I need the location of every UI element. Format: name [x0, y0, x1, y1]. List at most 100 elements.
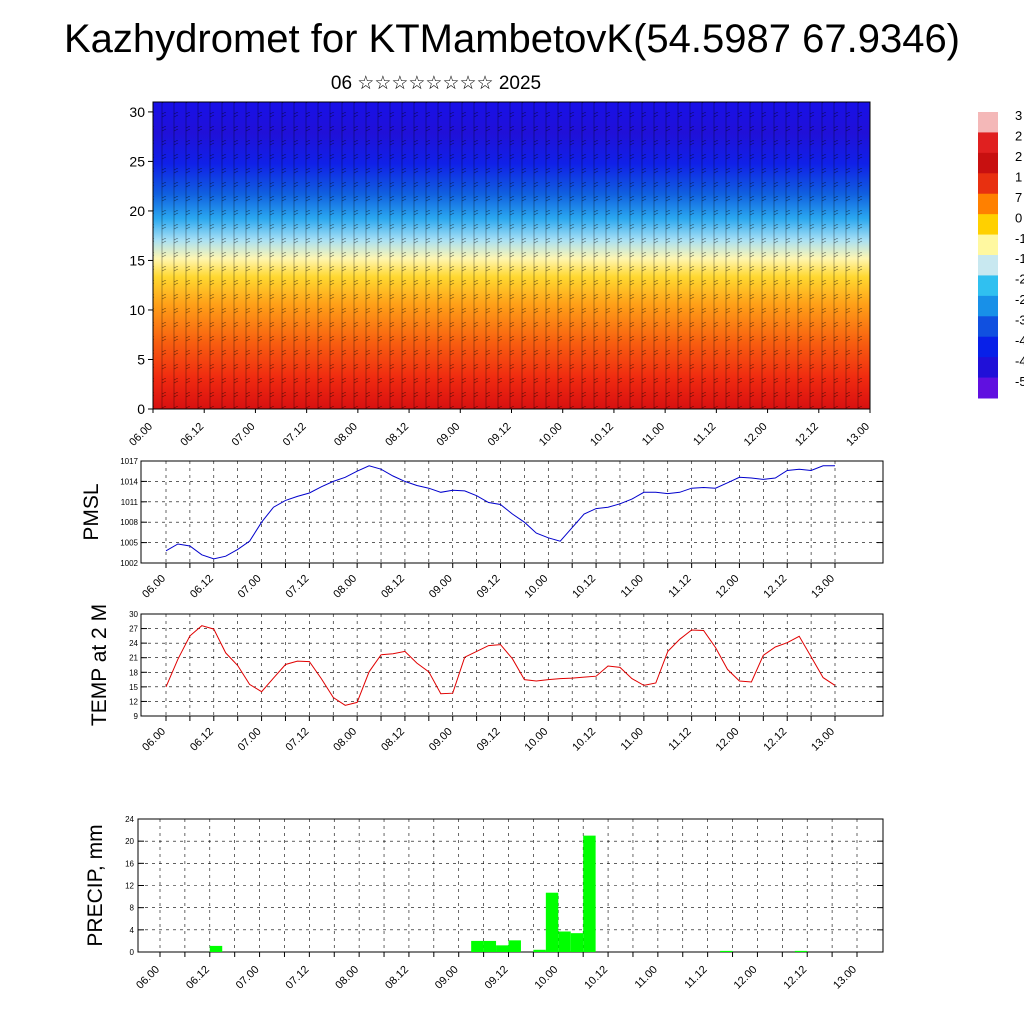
colorbar-swatch — [978, 234, 998, 256]
pmsl-xtick-label: 08.12 — [379, 573, 407, 601]
precip-xtick-label: 12.00 — [732, 964, 760, 992]
precip-bar — [558, 931, 571, 952]
heatmap-xtick-label: 10.12 — [588, 421, 616, 449]
precip-xtick-label: 09.12 — [483, 964, 511, 992]
precip-bar — [471, 940, 484, 952]
temp2m-xtick-label: 12.12 — [761, 726, 789, 754]
colorbar-label: -1 — [1015, 231, 1024, 246]
temp2m-xtick-label: 06.00 — [140, 726, 168, 754]
precip-ytick-label: 20 — [125, 837, 134, 846]
colorbar-label: -4 — [1015, 354, 1024, 369]
temp2m-xtick-label: 06.12 — [188, 726, 216, 754]
colorbar-label: 3 — [1015, 108, 1022, 123]
temp2m-xtick-label: 07.12 — [284, 726, 312, 754]
heatmap-xtick-label: 09.00 — [434, 421, 462, 449]
precip-bar — [570, 933, 584, 952]
heatmap-xtick-label: 09.12 — [486, 421, 514, 449]
colorbar-label: -4 — [1015, 333, 1024, 348]
chart-subtitle: 06 ☆☆☆☆☆☆☆☆ 2025 — [330, 73, 542, 94]
precip-xtick-label: 09.00 — [433, 964, 461, 992]
temp2m-xtick-label: 11.12 — [666, 726, 693, 753]
colorbar-swatch — [978, 295, 998, 317]
precip-xtick-label: 11.12 — [682, 964, 709, 991]
precip-bar — [496, 945, 509, 952]
temp2m-xtick-label: 08.00 — [331, 726, 359, 754]
pmsl-xtick-label: 12.00 — [714, 573, 742, 601]
precip-bar — [483, 940, 497, 952]
pmsl-xtick-label: 13.00 — [809, 573, 837, 601]
temp2m-xtick-label: 07.00 — [236, 726, 264, 754]
precipitation-panel: 0 4 8 12 16 20 24 06.00 06.12 07.00 07.12 08.00 08.1… — [84, 815, 884, 992]
precip-xtick-label: 10.12 — [582, 964, 610, 992]
temp2m-xtick-label: 08.12 — [379, 726, 407, 754]
colorbar-label: -5 — [1015, 374, 1024, 389]
precip-ytick-label: 16 — [125, 859, 134, 868]
pmsl-ytick-label: 1011 — [121, 498, 139, 507]
temperature-panel: 9 12 15 18 21 24 27 30 06.00 06.12 07.00 07.12 08.00… — [88, 604, 884, 754]
colorbar-label: -3 — [1015, 313, 1024, 328]
heatmap-xtick-label: 11.00 — [640, 421, 667, 448]
precip-ytick-label: 12 — [125, 882, 134, 891]
heatmap-xtick-label: 12.12 — [793, 421, 821, 449]
temp2m-series-line — [165, 625, 836, 706]
precip-bar — [508, 940, 521, 952]
heatmap-xtick-label: 08.00 — [332, 421, 360, 449]
colorbar: 3 2 2 1 7 0 -1 -1 -2 -2 -3 -4 -4 -5 — [978, 108, 1024, 399]
precip-ytick-label: 8 — [130, 904, 135, 913]
colorbar-label: -1 — [1015, 251, 1024, 266]
heatmap-xtick-label: 06.00 — [127, 421, 155, 449]
wind-barbs-overlay — [153, 102, 870, 409]
precip-ylabel: PRECIP, mm — [84, 824, 107, 946]
colorbar-swatch — [978, 316, 998, 338]
precip-ytick-label: 0 — [130, 948, 135, 957]
pmsl-xtick-label: 11.00 — [619, 573, 646, 600]
colorbar-swatch — [978, 336, 998, 358]
temp2m-ytick-label: 12 — [129, 697, 138, 706]
pmsl-xtick-label: 10.12 — [570, 573, 598, 601]
precip-xtick-label: 07.12 — [284, 964, 312, 992]
pmsl-ylabel: PMSL — [80, 483, 103, 540]
colorbar-label: 2 — [1015, 149, 1022, 164]
pmsl-ytick-label: 1002 — [120, 559, 138, 568]
precip-ytick-label: 24 — [125, 815, 134, 824]
precip-bar — [720, 950, 733, 952]
temp2m-xtick-label: 09.12 — [475, 726, 503, 754]
pmsl-panel: 1002 1005 1008 1011 1014 1017 06.00 06.12 07.00 0… — [80, 457, 884, 601]
temp2m-ytick-label: 27 — [129, 625, 138, 634]
temp2m-xtick-label: 10.12 — [570, 726, 598, 754]
precip-bar — [583, 835, 596, 952]
pmsl-series-line — [165, 465, 835, 560]
colorbar-swatch — [978, 112, 998, 133]
colorbar-label: 7 — [1015, 190, 1022, 205]
heatmap-xtick-label: 06.12 — [178, 421, 206, 449]
heatmap-xtick-label: 13.00 — [844, 421, 872, 449]
heatmap-ytick-label: 0 — [137, 401, 145, 417]
temp2m-ytick-label: 9 — [134, 712, 139, 721]
temp2m-ytick-label: 30 — [129, 610, 138, 619]
heatmap-xtick-label: 11.12 — [691, 421, 718, 448]
precip-xtick-label: 11.00 — [633, 964, 660, 991]
colorbar-label: -2 — [1015, 292, 1024, 307]
pmsl-xtick-label: 08.00 — [331, 573, 359, 601]
heatmap-xtick-label: 07.12 — [281, 421, 309, 449]
heatmap-ytick-label: 10 — [129, 302, 145, 318]
precip-xtick-label: 13.00 — [831, 964, 859, 992]
colorbar-swatch — [978, 255, 998, 276]
pmsl-xtick-label: 06.12 — [188, 573, 216, 601]
temp2m-xtick-label: 09.00 — [427, 726, 455, 754]
colorbar-swatch — [978, 152, 998, 174]
colorbar-swatch — [978, 214, 998, 236]
precip-bar — [545, 892, 559, 952]
colorbar-swatch — [978, 173, 998, 195]
precip-xtick-label: 06.12 — [184, 964, 212, 992]
temp2m-xtick-label: 11.00 — [619, 726, 646, 753]
colorbar-swatch — [978, 357, 998, 379]
heatmap-ytick-label: 20 — [129, 203, 145, 219]
pmsl-ytick-label: 1005 — [120, 539, 138, 548]
colorbar-label: 2 — [1015, 128, 1022, 143]
heatmap-xtick-label: 10.00 — [537, 421, 565, 449]
temp2m-ytick-label: 24 — [129, 639, 138, 648]
pmsl-xtick-label: 11.12 — [666, 573, 693, 600]
temp2m-frame — [140, 613, 884, 717]
